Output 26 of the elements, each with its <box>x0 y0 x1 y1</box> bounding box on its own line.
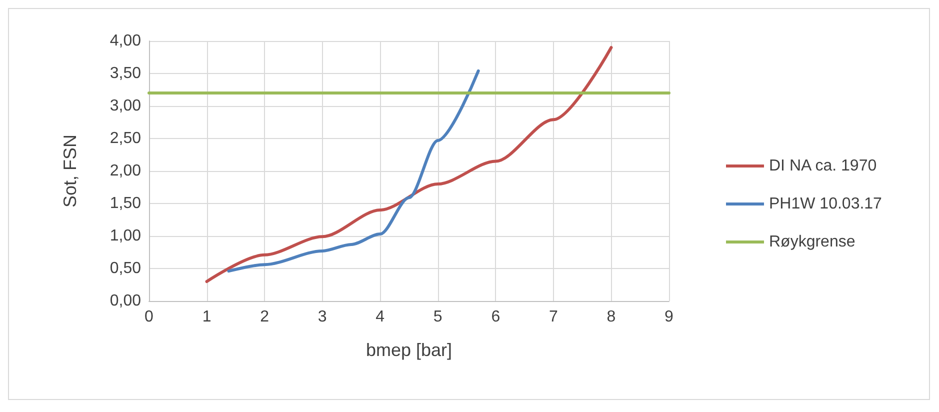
x-tick-label: 7 <box>548 308 558 326</box>
x-tick-label: 1 <box>202 308 212 326</box>
y-axis-title: Sot, FSN <box>60 134 80 208</box>
y-tick-label: 3,50 <box>110 65 142 82</box>
y-tick-label: 0,00 <box>110 292 142 310</box>
x-tick-label: 4 <box>376 308 385 326</box>
line-series <box>227 69 480 273</box>
legend-label: Røykgrense <box>769 234 856 250</box>
x-tick-label: 3 <box>318 308 327 326</box>
y-tick-label: 2,00 <box>110 162 142 180</box>
y-tick-label: 3,00 <box>110 98 142 114</box>
y-tick-label: 4,00 <box>110 32 142 50</box>
x-tick-label: 5 <box>433 308 442 326</box>
y-tick-label: 1,00 <box>110 228 142 244</box>
y-tick-label: 0,50 <box>110 260 142 277</box>
y-tick-label: 1,50 <box>110 195 142 212</box>
x-axis-title: bmep [bar] <box>366 340 452 360</box>
x-tick-label: 6 <box>491 308 500 326</box>
line-series <box>205 46 613 283</box>
y-tick-label: 2,50 <box>110 130 142 147</box>
legend-label: DI NA ca. 1970 <box>769 158 877 174</box>
x-tick-label: 2 <box>260 308 270 326</box>
x-tick-label: 9 <box>664 308 674 326</box>
legend-label: PH1W 10.03.17 <box>769 196 882 212</box>
x-tick-label: 8 <box>606 308 616 326</box>
x-tick-label: 0 <box>144 308 154 326</box>
